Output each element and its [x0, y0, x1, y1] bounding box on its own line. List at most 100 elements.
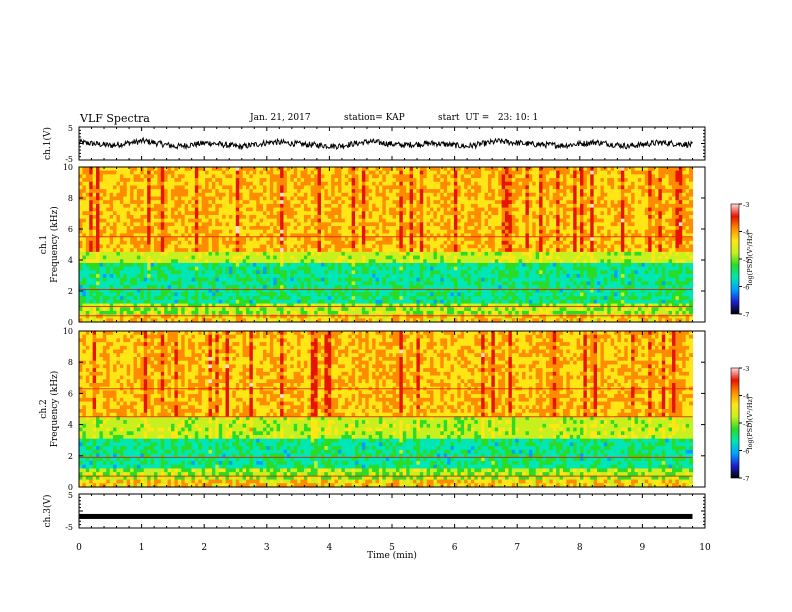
spectrogram-cell [620, 218, 625, 223]
spectrogram-cell [539, 189, 544, 194]
spectrogram-cell [215, 218, 220, 223]
spectrogram-cell [542, 218, 547, 223]
spectrogram-cell [280, 218, 285, 223]
spectrogram-cell [249, 174, 254, 179]
spectrogram-cell [685, 218, 690, 223]
spectrogram-cell [116, 189, 121, 194]
spectrogram-cell [689, 170, 694, 175]
spectrogram-cell [341, 214, 346, 220]
spectrogram-cell [518, 207, 523, 212]
spectrogram-cell [467, 200, 472, 205]
spectrogram-cell [160, 200, 165, 205]
spectrogram-cell [385, 255, 390, 260]
spectrogram-cell [147, 200, 152, 205]
spectrogram-cell [246, 200, 251, 205]
spectrogram-cell [573, 200, 578, 205]
spectrogram-cell [160, 192, 165, 198]
spectrogram-cell [126, 240, 131, 246]
spectrogram-cell [242, 211, 247, 216]
spectrogram-cell [501, 211, 506, 216]
spectrogram-cell [109, 251, 114, 257]
spectrogram-cell [627, 229, 632, 235]
spectrogram-cell [266, 259, 271, 264]
spectrogram-cell [225, 185, 230, 190]
spectrogram-cell [276, 259, 281, 264]
spectrogram-cell [280, 244, 285, 249]
spectrogram-cell [525, 181, 530, 187]
spectrogram-cell [457, 203, 462, 209]
spectrogram-cell [552, 259, 557, 264]
spectrogram-cell [116, 207, 121, 212]
spectrogram-cell [99, 233, 104, 238]
spectrogram-cell [501, 196, 506, 201]
spectrogram-cell [481, 174, 486, 179]
spectrogram-cell [252, 226, 257, 231]
spectrogram-cell [395, 226, 400, 231]
spectrogram-cell [211, 189, 216, 194]
spectrogram-cell [470, 211, 475, 216]
spectrogram-cell [314, 167, 319, 172]
spectrogram-cell [474, 251, 479, 257]
spectrogram-cell [375, 218, 380, 223]
spectrogram-cell [293, 237, 298, 242]
spectrogram-cell [661, 170, 666, 175]
spectrogram-cell [334, 203, 339, 209]
spectrogram-cell [355, 240, 360, 246]
spectrogram-cell [583, 244, 588, 249]
spectrogram-cell [549, 167, 554, 172]
spectrogram-cell [433, 189, 438, 194]
spectrogram-cell [539, 178, 544, 183]
spectrogram-cell [532, 262, 537, 268]
spectrogram-cell [447, 192, 452, 198]
spectrogram-cell [263, 185, 268, 190]
spectrogram-cell [620, 192, 625, 198]
spectrogram-cell [184, 174, 189, 179]
spectrogram-cell [85, 255, 90, 260]
spectrogram-cell [487, 203, 492, 209]
spectrogram-cell [303, 192, 308, 198]
spectrogram-cell [389, 233, 394, 238]
spectrogram-cell [79, 237, 84, 242]
spectrogram-cell [235, 174, 240, 179]
spectrogram-cell [143, 200, 148, 205]
spectrogram-cell [470, 255, 475, 260]
spectrogram-cell [610, 174, 615, 179]
spectrogram-cell [341, 259, 346, 264]
spectrogram-cell [395, 251, 400, 257]
spectrogram-cell [440, 244, 445, 249]
spectrogram-cell [539, 237, 544, 242]
spectrogram-cell [320, 233, 325, 238]
spectrogram-cell [348, 167, 353, 172]
spectrogram-cell [614, 214, 619, 220]
spectrogram-cell [283, 229, 288, 235]
spectrogram-cell [198, 229, 203, 235]
spectrogram-cell [327, 248, 332, 253]
spectrogram-cell [249, 262, 254, 268]
spectrogram-cell [566, 244, 571, 249]
spectrogram-cell [382, 229, 387, 235]
spectrogram-cell [194, 185, 199, 190]
spectrogram-cell [208, 189, 213, 194]
spectrogram-cell [678, 192, 683, 198]
spectrogram-cell [675, 189, 680, 194]
spectrogram-cell [583, 185, 588, 190]
spectrogram-cell [259, 240, 264, 246]
spectrogram-cell [413, 181, 418, 187]
spectrogram-cell [208, 196, 213, 201]
spectrogram-cell [82, 211, 87, 216]
spectrogram-cell [525, 178, 530, 183]
spectrogram-cell [464, 167, 469, 172]
spectrogram-cell [147, 203, 152, 209]
spectrogram-cell [153, 174, 158, 179]
spectrogram-cell [542, 222, 547, 227]
spectrogram-cell [215, 222, 220, 227]
spectrogram-cell [351, 222, 356, 227]
spectrogram-cell [307, 226, 312, 231]
ch1-spectrogram [79, 167, 705, 323]
spectrogram-cell [392, 259, 397, 264]
spectrogram-cell [651, 237, 656, 242]
spectrogram-cell [682, 244, 687, 249]
spectrogram-cell [147, 196, 152, 201]
spectrogram-cell [249, 229, 254, 235]
spectrogram-cell [361, 196, 366, 201]
